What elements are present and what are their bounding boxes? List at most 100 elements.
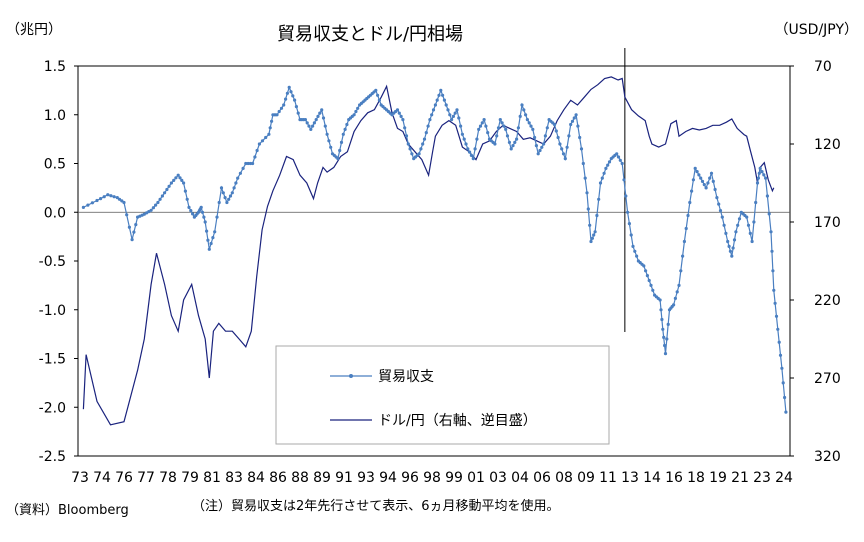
trade-balance-point bbox=[471, 157, 475, 161]
trade-balance-point bbox=[504, 127, 508, 131]
trade-balance-point bbox=[567, 134, 571, 138]
trade-balance-point bbox=[206, 238, 210, 242]
trade-balance-point bbox=[773, 301, 777, 305]
trade-balance-point bbox=[679, 269, 683, 273]
trade-balance-point bbox=[225, 200, 229, 205]
trade-balance-point bbox=[691, 178, 696, 182]
trade-balance-point bbox=[737, 217, 742, 221]
trade-balance-point bbox=[329, 145, 333, 149]
trade-balance-point bbox=[457, 116, 461, 120]
left-axis-ticks: 1.5 1.0 0.5 0.0 -0.5 -1.0 -1.5 -2.0 -2.5 bbox=[39, 59, 78, 465]
trade-balance-point bbox=[642, 264, 646, 268]
trade-balance-point bbox=[174, 176, 178, 180]
trade-balance-point bbox=[511, 144, 515, 148]
trade-balance-point bbox=[631, 244, 635, 248]
x-tick-label: 14 bbox=[643, 470, 661, 486]
trade-balance-point bbox=[339, 140, 344, 144]
trade-balance-point bbox=[713, 187, 717, 192]
x-tick-label: 98 bbox=[423, 470, 441, 486]
usdjpy-series-line bbox=[82, 76, 775, 426]
trade-balance-point bbox=[183, 189, 187, 193]
trade-balance-point bbox=[466, 147, 470, 151]
x-tick-label: 06 bbox=[533, 470, 551, 486]
trade-balance-point bbox=[169, 181, 173, 185]
trade-balance-point bbox=[291, 94, 295, 98]
trade-balance-point bbox=[132, 230, 136, 234]
trade-balance-point bbox=[748, 231, 752, 235]
trade-balance-point bbox=[533, 135, 537, 140]
trade-balance-point bbox=[117, 197, 122, 201]
x-tick-label: 84 bbox=[247, 470, 265, 486]
x-tick-label: 96 bbox=[401, 470, 419, 486]
right-tick-label: 120 bbox=[814, 137, 841, 153]
trade-balance-point bbox=[560, 147, 564, 151]
legend-label-trade-balance: 貿易収支 bbox=[378, 369, 434, 385]
trade-balance-point bbox=[270, 119, 274, 123]
trade-balance-point bbox=[406, 142, 410, 146]
trade-balance-point bbox=[376, 93, 380, 97]
trade-balance-point bbox=[633, 249, 637, 253]
trade-balance-point bbox=[95, 198, 99, 203]
trade-balance-point bbox=[702, 183, 706, 187]
x-tick-label: 73 bbox=[71, 470, 89, 486]
trade-balance-point bbox=[495, 134, 499, 138]
trade-balance-point bbox=[709, 171, 714, 175]
trade-balance-point bbox=[294, 105, 298, 109]
trade-balance-point bbox=[644, 269, 648, 273]
trade-balance-point bbox=[172, 178, 176, 182]
right-tick-label: 320 bbox=[814, 449, 841, 465]
trade-balance-point bbox=[217, 200, 221, 205]
trade-balance-point bbox=[191, 212, 195, 216]
trade-balance-point bbox=[484, 124, 488, 128]
x-tick-label: 01 bbox=[467, 470, 485, 486]
trade-balance-point bbox=[219, 186, 224, 190]
trade-balance-point bbox=[649, 283, 653, 287]
trade-balance-point bbox=[232, 186, 236, 190]
trade-balance-point bbox=[223, 196, 227, 200]
trade-balance-point bbox=[604, 166, 608, 170]
trade-balance-point bbox=[758, 166, 762, 170]
trade-balance-point bbox=[715, 196, 719, 200]
trade-balance-point bbox=[435, 98, 439, 102]
trade-balance-point bbox=[697, 173, 701, 177]
trade-balance-point bbox=[248, 161, 252, 166]
trade-balance-point bbox=[460, 132, 464, 136]
trade-balance-point bbox=[448, 113, 452, 117]
trade-balance-point bbox=[106, 193, 110, 197]
trade-balance-point bbox=[556, 135, 560, 140]
trade-balance-point bbox=[478, 124, 483, 128]
trade-balance-point bbox=[682, 239, 687, 244]
trade-balance-point bbox=[756, 176, 761, 180]
trade-balance-point bbox=[410, 152, 414, 156]
trade-balance-point bbox=[230, 191, 234, 195]
trade-balance-point bbox=[473, 147, 477, 151]
trade-balance-point bbox=[552, 122, 557, 127]
trade-balance-point bbox=[154, 203, 158, 207]
trade-balance-point bbox=[293, 98, 297, 102]
x-tick-label: 21 bbox=[731, 470, 749, 486]
trade-balance-point bbox=[746, 223, 751, 227]
trade-balance-point bbox=[202, 215, 206, 219]
trade-balance-point bbox=[352, 113, 356, 117]
trade-balance-point bbox=[176, 173, 180, 177]
trade-balance-point bbox=[760, 170, 764, 174]
trade-balance-point bbox=[345, 122, 349, 127]
trade-balance-point bbox=[784, 410, 788, 414]
trade-balance-point bbox=[404, 134, 409, 138]
trade-balance-point bbox=[99, 197, 103, 201]
trade-balance-point bbox=[731, 246, 735, 250]
legend-box bbox=[275, 345, 610, 445]
trade-balance-point bbox=[424, 131, 428, 135]
trade-balance-point bbox=[750, 239, 754, 244]
trade-balance-point bbox=[589, 239, 593, 244]
trade-balance-point bbox=[318, 111, 322, 115]
trade-balance-point bbox=[493, 142, 497, 146]
trade-balance-point bbox=[635, 254, 639, 258]
x-tick-label: 09 bbox=[577, 470, 595, 486]
trade-balance-point bbox=[672, 303, 676, 307]
trade-balance-point bbox=[462, 137, 466, 141]
trade-balance-point bbox=[403, 126, 407, 130]
trade-balance-point bbox=[660, 317, 664, 322]
trade-balance-point bbox=[783, 395, 787, 400]
